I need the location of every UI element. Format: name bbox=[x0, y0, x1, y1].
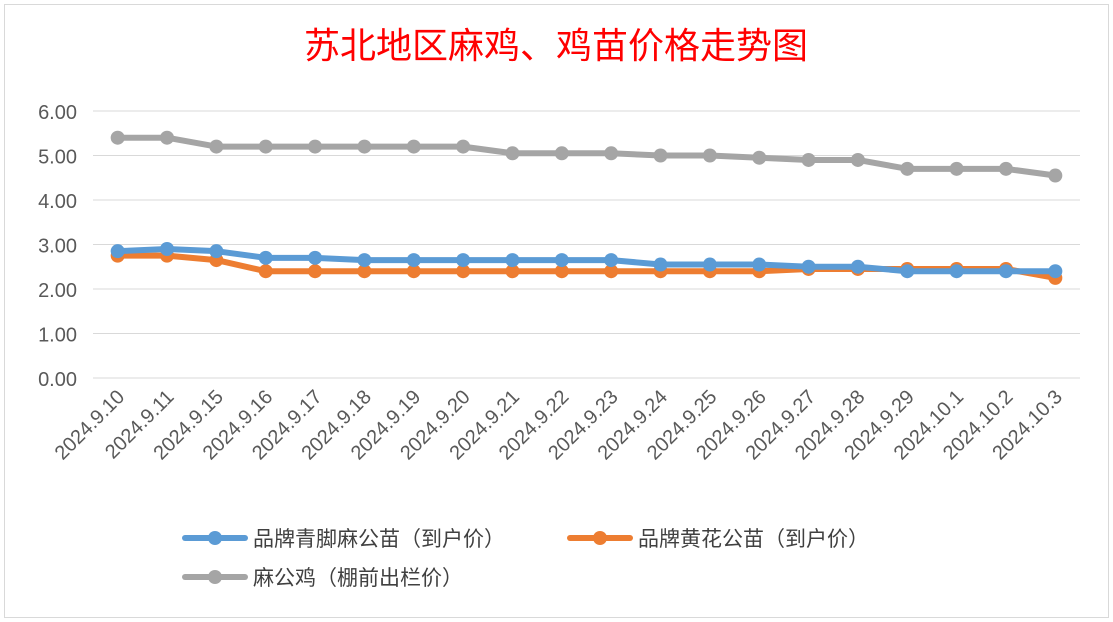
y-tick-label: 6.00 bbox=[38, 102, 77, 124]
data-point bbox=[406, 253, 421, 268]
data-point bbox=[258, 139, 273, 154]
data-point bbox=[209, 244, 224, 259]
y-tick-label: 0.00 bbox=[38, 369, 77, 391]
data-point bbox=[900, 264, 915, 279]
data-point bbox=[308, 264, 323, 279]
data-point bbox=[209, 139, 224, 154]
data-point bbox=[752, 257, 767, 272]
legend-item: 品牌黄花公苗（到户价） bbox=[567, 527, 869, 551]
legend-label: 麻公鸡（棚前出栏价） bbox=[253, 566, 463, 590]
series-group bbox=[110, 130, 1063, 183]
y-axis-ticks: 0.00 1.00 2.00 3.00 4.00 5.00 6.00 bbox=[38, 102, 77, 391]
data-point bbox=[406, 139, 421, 154]
data-point bbox=[308, 250, 323, 265]
data-point bbox=[160, 241, 175, 256]
data-point bbox=[505, 146, 520, 161]
series-group bbox=[110, 241, 1063, 279]
data-point bbox=[406, 264, 421, 279]
chart-title: 苏北地区麻鸡、鸡苗价格走势图 bbox=[304, 26, 808, 67]
data-point bbox=[850, 259, 865, 274]
series-line bbox=[114, 134, 1059, 179]
data-point bbox=[1048, 168, 1063, 183]
data-point bbox=[801, 259, 816, 274]
data-point bbox=[160, 130, 175, 145]
data-point bbox=[702, 257, 717, 272]
data-point bbox=[949, 264, 964, 279]
series-lines bbox=[110, 130, 1063, 285]
data-point bbox=[554, 253, 569, 268]
legend: 品牌青脚麻公苗（到户价） 品牌黄花公苗（到户价） 麻公鸡（棚前出栏价） bbox=[182, 527, 869, 590]
data-point bbox=[801, 152, 816, 167]
legend-item: 麻公鸡（棚前出栏价） bbox=[182, 566, 463, 590]
data-point bbox=[456, 253, 471, 268]
y-tick-label: 5.00 bbox=[38, 147, 77, 169]
data-point bbox=[258, 250, 273, 265]
data-point bbox=[456, 139, 471, 154]
data-point bbox=[998, 264, 1013, 279]
y-tick-label: 1.00 bbox=[38, 325, 77, 347]
legend-label: 品牌青脚麻公苗（到户价） bbox=[253, 527, 505, 551]
data-point bbox=[456, 264, 471, 279]
data-point bbox=[850, 152, 865, 167]
data-point bbox=[653, 257, 668, 272]
legend-label: 品牌黄花公苗（到户价） bbox=[638, 527, 869, 551]
series-line bbox=[114, 245, 1059, 275]
data-point bbox=[998, 161, 1013, 176]
data-point bbox=[110, 130, 125, 145]
data-point bbox=[604, 264, 619, 279]
data-point bbox=[554, 146, 569, 161]
data-point bbox=[110, 244, 125, 259]
data-point bbox=[702, 148, 717, 163]
data-point bbox=[505, 253, 520, 268]
data-point bbox=[505, 264, 520, 279]
data-point bbox=[1048, 264, 1063, 279]
data-point bbox=[554, 264, 569, 279]
x-axis-ticks: 2024.9.102024.9.112024.9.152024.9.162024… bbox=[51, 386, 1067, 464]
legend-swatch-marker bbox=[593, 531, 607, 545]
chart-area bbox=[4, 4, 1109, 618]
legend-swatch-marker bbox=[208, 570, 222, 584]
data-point bbox=[653, 148, 668, 163]
data-point bbox=[752, 150, 767, 165]
data-point bbox=[949, 161, 964, 176]
y-tick-label: 2.00 bbox=[38, 280, 77, 302]
data-point bbox=[308, 139, 323, 154]
data-point bbox=[604, 146, 619, 161]
data-point bbox=[357, 253, 372, 268]
data-point bbox=[604, 253, 619, 268]
legend-swatch-marker bbox=[208, 531, 222, 545]
data-point bbox=[258, 264, 273, 279]
data-point bbox=[357, 264, 372, 279]
data-point bbox=[357, 139, 372, 154]
y-tick-label: 3.00 bbox=[38, 236, 77, 258]
legend-item: 品牌青脚麻公苗（到户价） bbox=[182, 527, 505, 551]
data-point bbox=[900, 161, 915, 176]
y-tick-label: 4.00 bbox=[38, 191, 77, 213]
